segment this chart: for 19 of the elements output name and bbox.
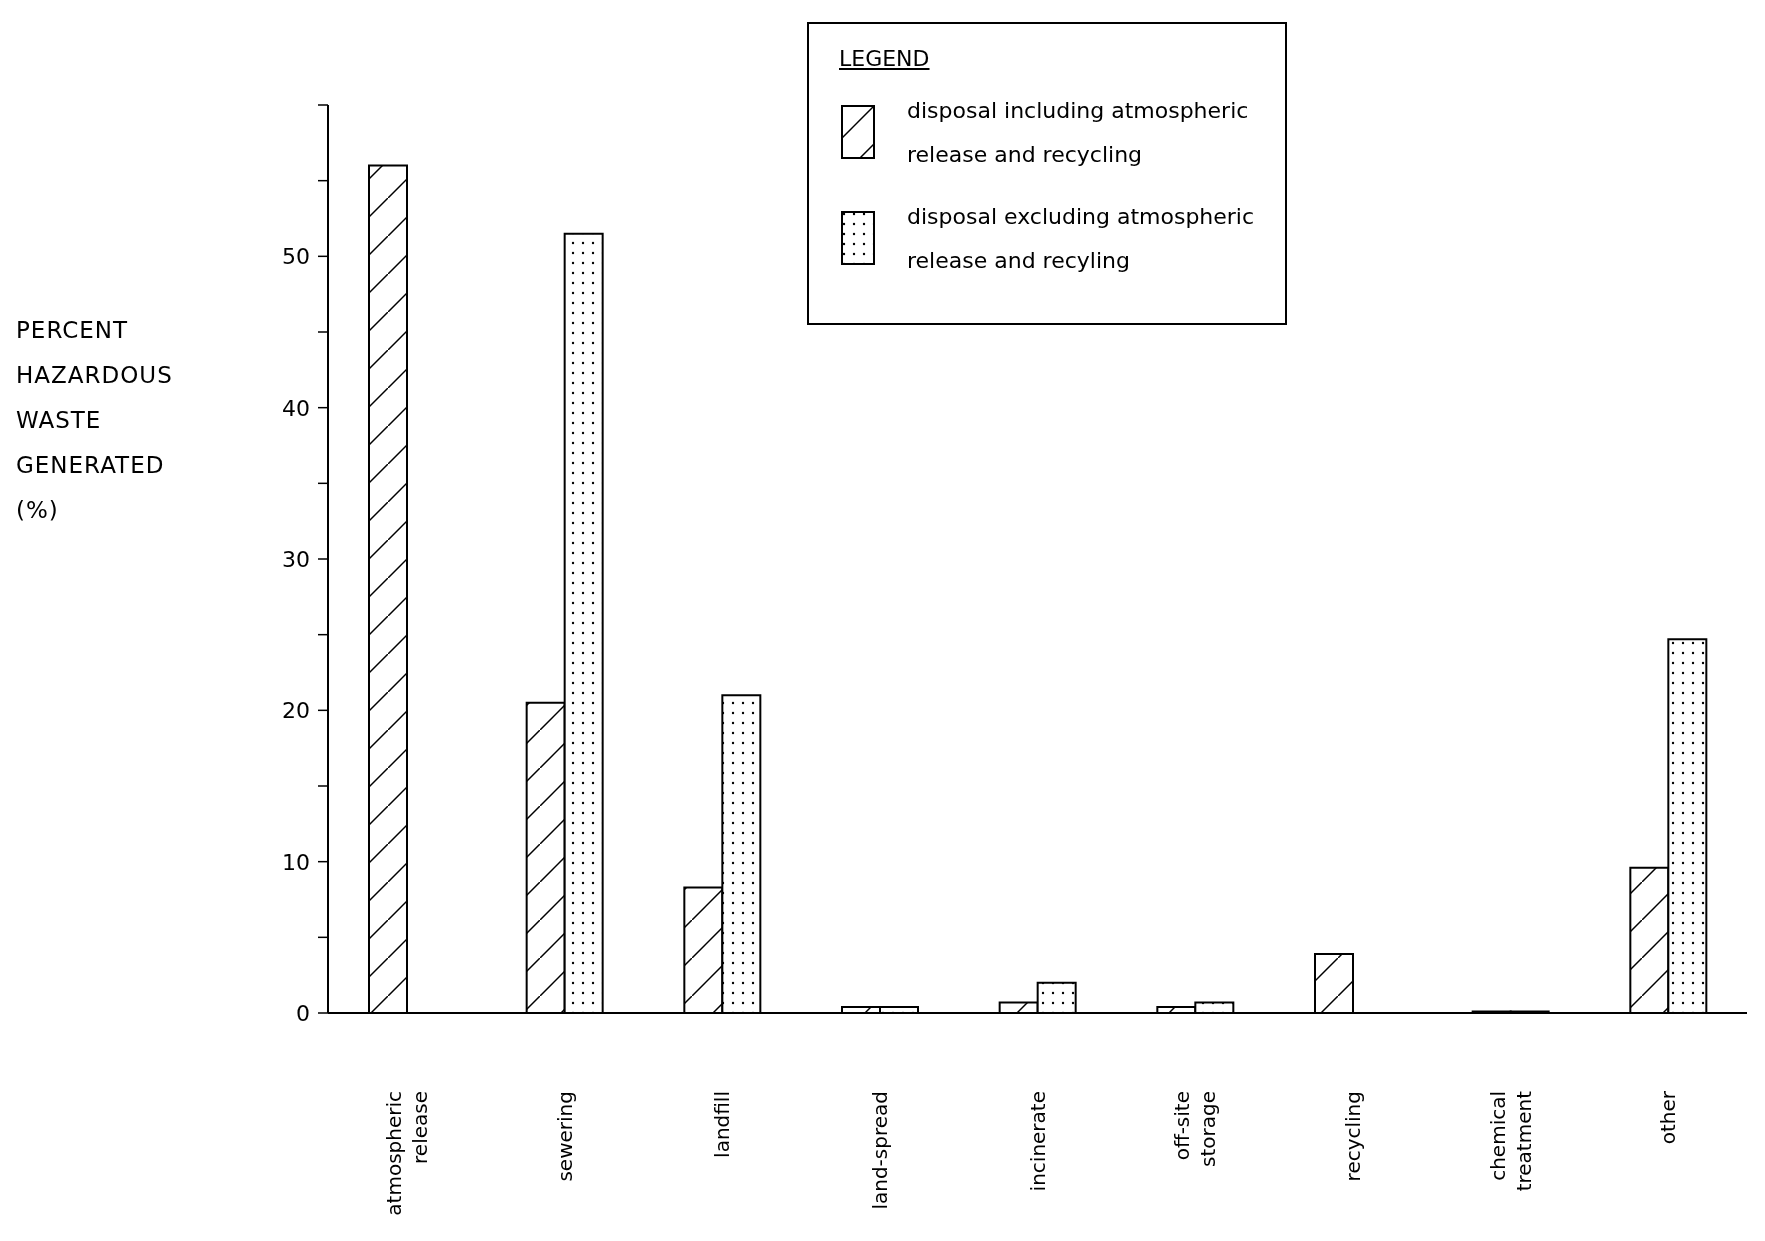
x-tick-label: land-spread — [867, 1091, 892, 1210]
y-tick-label: 0 — [296, 1001, 310, 1026]
x-tick-label: incinerate — [1025, 1091, 1050, 1192]
x-tick-label: sewering — [552, 1091, 577, 1182]
y-tick-label: 50 — [282, 244, 310, 270]
x-tick-label: landfill — [710, 1091, 735, 1158]
x-tick-label: atmospheric release — [381, 1091, 432, 1216]
y-tick-label: 20 — [282, 698, 310, 724]
x-tick-label: other — [1656, 1090, 1681, 1145]
x-tick-label: chemical treatment — [1485, 1090, 1536, 1192]
legend-label: disposal excluding atmospheric release and recyling — [907, 203, 1255, 275]
x-tick-label: recycling — [1340, 1091, 1365, 1182]
y-tick-label: 10 — [282, 849, 310, 875]
legend-label: disposal including atmospheric release and recycling — [907, 97, 1250, 169]
x-tick-label: off-site storage — [1170, 1091, 1221, 1167]
y-axis-title: PERCENT HAZARDOUS WASTE GENERATED (%) — [16, 316, 174, 525]
y-tick-label: 30 — [282, 547, 310, 572]
legend-title: LEGEND — [839, 46, 931, 71]
y-tick-label: 40 — [282, 395, 310, 421]
